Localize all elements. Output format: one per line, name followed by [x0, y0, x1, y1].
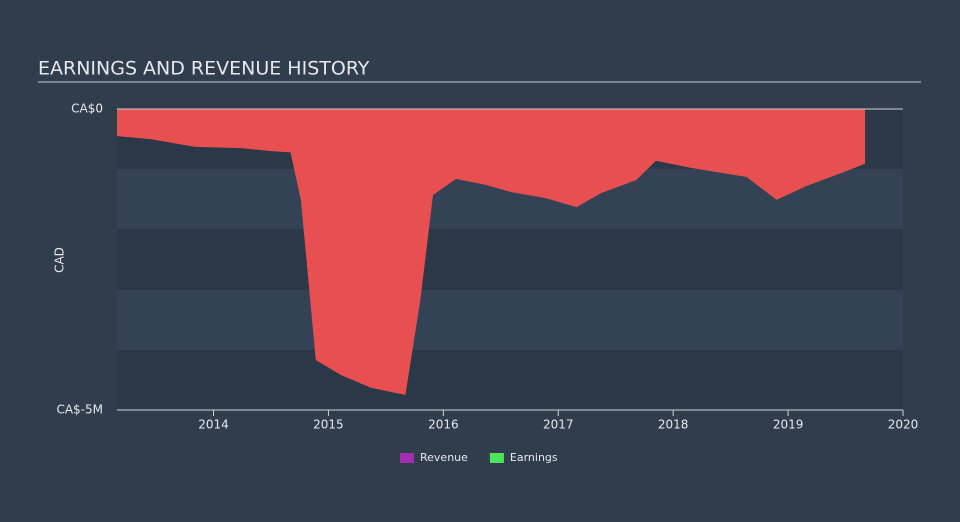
- legend-swatch: [400, 453, 414, 463]
- plot-band: [117, 229, 903, 290]
- x-tick-label: 2016: [428, 418, 459, 432]
- y-tick-label: CA$-5M: [56, 403, 103, 417]
- plot-band: [117, 290, 903, 350]
- legend-label: Earnings: [510, 451, 558, 464]
- x-tick-label: 2014: [198, 418, 229, 432]
- y-tick-label: CA$0: [71, 102, 103, 116]
- x-tick-label: 2018: [658, 418, 689, 432]
- x-tick-label: 2017: [543, 418, 574, 432]
- legend-swatch: [489, 453, 504, 463]
- plot-band: [117, 350, 903, 410]
- legend-label: Revenue: [420, 451, 468, 464]
- chart-title: EARNINGS AND REVENUE HISTORY: [38, 58, 370, 80]
- y-axis-label: CAD: [53, 247, 67, 273]
- x-tick-label: 2020: [888, 418, 919, 432]
- x-tick-label: 2019: [773, 418, 804, 432]
- x-tick-label: 2015: [313, 418, 344, 432]
- earnings-area: [117, 109, 866, 395]
